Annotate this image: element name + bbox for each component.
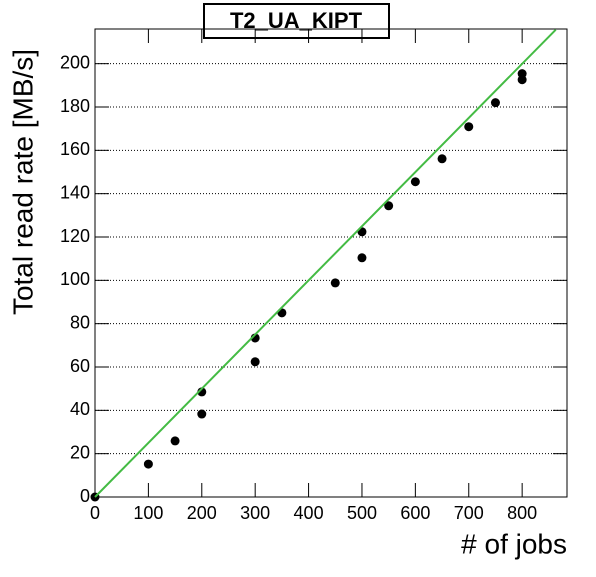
x-tick-label: 500 — [347, 503, 377, 523]
x-tick-label: 700 — [454, 503, 484, 523]
data-point — [437, 154, 447, 164]
y-tick-label: 180 — [60, 96, 90, 116]
y-tick-label: 120 — [60, 226, 90, 246]
plot-frame — [94, 28, 568, 498]
x-tick-label: 300 — [240, 503, 270, 523]
data-point — [410, 177, 420, 187]
x-tick-label: 100 — [133, 503, 163, 523]
data-point — [170, 436, 180, 446]
fit-line — [94, 28, 557, 498]
y-tick-label: 20 — [70, 442, 90, 462]
y-tick-label: 40 — [70, 399, 90, 419]
data-point — [464, 122, 474, 132]
title-box — [203, 3, 390, 39]
x-axis-label: # of jobs — [461, 528, 567, 559]
x-tick-label: 600 — [400, 503, 430, 523]
y-tick-label: 160 — [60, 139, 90, 159]
data-point — [330, 278, 340, 288]
data-point — [197, 409, 207, 419]
data-point — [384, 201, 394, 211]
data-point — [490, 98, 500, 108]
data-point — [357, 253, 367, 263]
y-tick-label: 140 — [60, 182, 90, 202]
data-point — [143, 459, 153, 469]
y-tick-label: 200 — [60, 52, 90, 72]
y-tick-label: 80 — [70, 312, 90, 332]
y-tick-label: 60 — [70, 356, 90, 376]
data-point — [250, 357, 260, 367]
x-tick-label: 400 — [294, 503, 324, 523]
y-axis-label: Total read rate [MB/s] — [7, 49, 38, 315]
x-tick-label: 800 — [507, 503, 537, 523]
y-tick-label: 0 — [80, 486, 90, 506]
y-tick-label: 100 — [60, 269, 90, 289]
x-tick-label: 200 — [187, 503, 217, 523]
x-tick-label: 0 — [90, 503, 100, 523]
data-point — [517, 75, 527, 85]
